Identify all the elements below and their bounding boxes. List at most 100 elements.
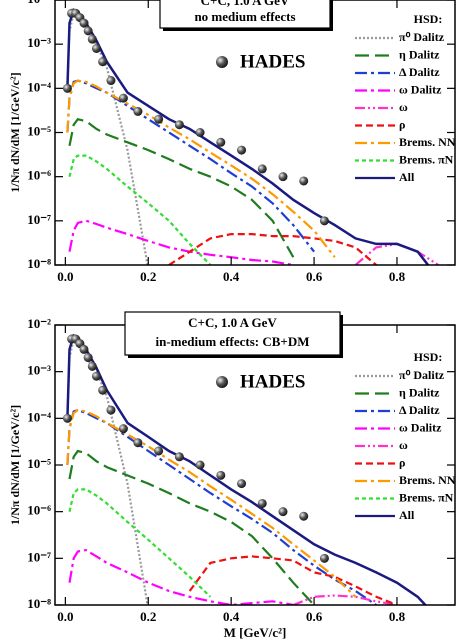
legend-label: η Dalitz xyxy=(399,385,440,399)
data-point xyxy=(278,172,288,182)
data-point xyxy=(216,470,226,480)
curve xyxy=(66,11,149,265)
legend-title: HSD: xyxy=(414,12,443,26)
data-point xyxy=(79,18,89,28)
y-tick-label: 10⁻³ xyxy=(27,35,51,50)
data-point xyxy=(216,137,226,147)
x-tick-label: 0.2 xyxy=(140,609,156,624)
plot-area xyxy=(62,8,439,265)
y-tick-label: 10⁻⁴ xyxy=(27,79,51,94)
legend-label: ρ xyxy=(399,455,405,469)
data-point xyxy=(62,413,72,423)
data-point xyxy=(154,114,164,124)
data-point xyxy=(87,361,97,371)
data-point xyxy=(237,479,247,489)
data-point xyxy=(98,385,108,395)
plot-frame xyxy=(54,0,456,266)
curve xyxy=(66,408,357,598)
data-point xyxy=(83,353,93,363)
legend-label: ω Dalitz xyxy=(399,82,442,96)
annotation: in-medium effects: CB+DM xyxy=(156,334,310,349)
annotation: C+C, 1.0 A GeV xyxy=(201,0,290,8)
curve xyxy=(292,594,398,605)
data-point xyxy=(257,498,267,508)
legend-label: Brems. πN xyxy=(399,152,454,166)
data-point xyxy=(87,34,97,44)
annotation: C+C, 1.0 A GeV xyxy=(188,315,277,330)
data-point xyxy=(154,446,164,456)
data-point xyxy=(195,460,205,470)
legend-label: All xyxy=(399,170,415,184)
data-point xyxy=(299,176,309,186)
legend-label: ω xyxy=(399,438,408,452)
data-point xyxy=(118,424,128,434)
y-axis-label: 1/Nπ dN/dM [1/GeV/c²] xyxy=(8,72,22,192)
data-point xyxy=(133,438,143,448)
data-point xyxy=(106,405,116,415)
data-point xyxy=(118,93,128,103)
x-axis-label: M [GeV/c²] xyxy=(224,625,287,640)
data-point xyxy=(319,216,329,226)
y-tick-label: 10⁻⁸ xyxy=(27,256,51,271)
y-tick-label: 10⁻⁷ xyxy=(27,212,51,227)
x-tick-label: 0.2 xyxy=(140,269,156,284)
x-tick-label: 0.4 xyxy=(223,609,240,624)
legend-label: Brems. NN xyxy=(399,473,456,487)
annotation-box xyxy=(124,311,341,356)
curve xyxy=(68,548,294,605)
curve xyxy=(188,555,398,605)
y-tick-label: 10⁻⁵ xyxy=(27,123,51,138)
x-tick-label: 0.8 xyxy=(389,269,406,284)
data-point xyxy=(106,76,116,86)
legend-label: All xyxy=(399,508,415,522)
data-point xyxy=(319,553,329,563)
legend-label: π⁰ Dalitz xyxy=(399,30,445,44)
curve xyxy=(168,233,377,265)
y-tick-label: 10⁻⁶ xyxy=(27,168,51,183)
data-point xyxy=(98,57,108,67)
curve xyxy=(68,219,294,265)
curve xyxy=(68,488,212,598)
data-point xyxy=(91,371,101,381)
legend-label: Δ Dalitz xyxy=(399,65,440,79)
x-tick-label: 0.6 xyxy=(306,609,323,624)
y-tick-label: 10⁻⁶ xyxy=(27,503,51,518)
legend-label: Brems. NN xyxy=(399,135,456,149)
plot-area xyxy=(62,333,428,605)
annotation-box xyxy=(159,0,331,29)
legend-label: Δ Dalitz xyxy=(399,403,440,417)
legend-title: HSD: xyxy=(414,350,443,364)
y-axis-label: 1/Nπ dN/dM [1/GeV/c²] xyxy=(8,405,22,525)
data-point xyxy=(195,128,205,137)
curve xyxy=(66,408,377,605)
annotation: no medium effects xyxy=(194,9,295,24)
legend-label: HADES xyxy=(240,371,305,392)
data-point xyxy=(299,511,309,521)
data-point xyxy=(237,145,247,155)
data-point xyxy=(257,164,267,174)
curve xyxy=(68,154,212,265)
x-tick-label: 0.8 xyxy=(389,609,406,624)
data-point xyxy=(133,106,143,116)
x-tick-label: 0.0 xyxy=(57,269,73,284)
y-tick-label: 10⁻⁵ xyxy=(27,456,51,471)
curve xyxy=(68,117,295,258)
x-tick-label: 0.6 xyxy=(306,269,323,284)
data-point xyxy=(174,120,184,130)
data-point xyxy=(174,452,184,462)
legend-marker xyxy=(216,376,228,388)
y-tick-label: 10⁻⁷ xyxy=(27,549,51,564)
legend-label: π⁰ Dalitz xyxy=(399,368,445,382)
y-tick-label: 10⁻³ xyxy=(27,363,51,378)
legend-label: ω xyxy=(399,100,408,114)
legend-label: HADES xyxy=(240,51,305,72)
legend-label: Brems. πN xyxy=(399,490,454,504)
legend-label: ρ xyxy=(399,117,405,131)
data-point xyxy=(91,43,101,53)
legend-marker xyxy=(216,56,228,68)
plot-frame xyxy=(54,324,456,606)
legend-label: η Dalitz xyxy=(399,47,440,61)
data-point xyxy=(278,507,288,517)
data-point xyxy=(79,344,89,354)
